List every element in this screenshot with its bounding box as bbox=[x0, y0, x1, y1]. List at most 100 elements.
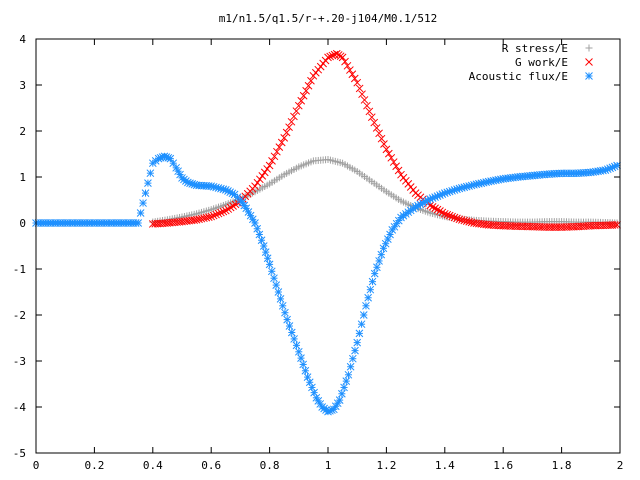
acoustic-flux-point bbox=[368, 277, 377, 286]
acoustic-flux-point bbox=[276, 295, 285, 303]
g-work-point bbox=[467, 218, 476, 227]
g-work-point bbox=[377, 134, 386, 143]
y-tick-label: -5 bbox=[13, 447, 26, 460]
g-work-point bbox=[338, 53, 347, 62]
g-work-point bbox=[297, 96, 306, 105]
acoustic-flux-point bbox=[146, 169, 155, 178]
g-work-point bbox=[436, 207, 444, 215]
g-work-point bbox=[363, 101, 371, 110]
g-work-point bbox=[343, 61, 352, 70]
g-work-point bbox=[465, 217, 473, 226]
g-work-point bbox=[214, 209, 223, 218]
acoustic-flux-point bbox=[373, 263, 381, 272]
x-tick-label: 0.2 bbox=[84, 459, 104, 472]
acoustic-flux-point bbox=[348, 354, 357, 363]
g-work-point bbox=[287, 117, 296, 126]
g-work-point bbox=[200, 214, 208, 223]
x-tick-label: 1.2 bbox=[376, 459, 396, 472]
x-tick-label: 1.6 bbox=[493, 459, 513, 472]
g-work-point bbox=[384, 149, 393, 158]
acoustic-flux-point bbox=[263, 254, 272, 263]
acoustic-flux-point bbox=[272, 281, 281, 289]
acoustic-flux-point bbox=[141, 189, 150, 197]
g-work-point bbox=[460, 216, 469, 225]
g-work-point bbox=[290, 112, 298, 121]
y-tick-label: -2 bbox=[13, 309, 26, 322]
g-work-point bbox=[204, 213, 213, 221]
g-work-point bbox=[448, 212, 456, 221]
acoustic-flux-point bbox=[259, 242, 268, 250]
x-tick-label: 1.4 bbox=[435, 459, 455, 472]
acoustic-flux-point bbox=[351, 346, 359, 355]
g-work-point bbox=[256, 175, 264, 184]
g-work-point bbox=[270, 152, 279, 161]
g-work-point bbox=[260, 168, 269, 177]
g-work-point bbox=[336, 52, 345, 61]
g-work-point bbox=[207, 212, 216, 221]
g-work-point bbox=[433, 205, 442, 214]
g-work-point bbox=[292, 107, 301, 115]
legend-label: R stress/E bbox=[502, 42, 568, 55]
acoustic-flux-point bbox=[375, 257, 383, 265]
g-work-point bbox=[382, 145, 391, 154]
g-work-point bbox=[197, 214, 206, 223]
g-work-point bbox=[304, 81, 313, 90]
plot-area bbox=[32, 49, 621, 416]
acoustic-flux-point bbox=[613, 161, 621, 170]
g-work-point bbox=[372, 124, 381, 132]
g-work-point bbox=[212, 210, 220, 219]
g-work-point bbox=[380, 140, 388, 148]
acoustic-flux-point bbox=[344, 370, 353, 379]
g-work-point bbox=[455, 215, 464, 224]
g-work-point bbox=[353, 78, 362, 87]
acoustic-flux-point bbox=[134, 219, 143, 227]
g-work-point bbox=[294, 101, 303, 110]
acoustic-flux-point bbox=[270, 274, 278, 283]
acoustic-flux-point bbox=[342, 377, 351, 385]
g-work-point bbox=[273, 147, 281, 156]
g-work-point bbox=[328, 51, 337, 60]
g-work-point bbox=[360, 96, 369, 104]
x-tick-label: 1 bbox=[325, 459, 332, 472]
x-tick-label: 0.8 bbox=[260, 459, 280, 472]
acoustic-flux-point bbox=[370, 269, 379, 278]
acoustic-flux-point bbox=[281, 308, 289, 317]
g-work-point bbox=[358, 90, 366, 99]
g-work-point bbox=[389, 158, 398, 166]
y-tick-label: 0 bbox=[19, 217, 26, 230]
g-work-point bbox=[307, 76, 315, 85]
acoustic-flux-point bbox=[261, 248, 270, 256]
g-work-point bbox=[280, 134, 289, 142]
acoustic-flux-point bbox=[274, 288, 283, 296]
g-work-point bbox=[392, 162, 400, 171]
g-work-point bbox=[258, 171, 267, 180]
acoustic-flux-point bbox=[139, 199, 147, 207]
acoustic-flux-point bbox=[166, 154, 175, 163]
g-work-point bbox=[438, 208, 447, 217]
g-work-point bbox=[348, 70, 357, 79]
g-work-point bbox=[457, 216, 466, 224]
g-work-point bbox=[387, 153, 396, 162]
g-work-point bbox=[219, 207, 228, 216]
acoustic-flux-point bbox=[283, 315, 291, 324]
g-work-point bbox=[285, 123, 293, 132]
g-work-point bbox=[192, 215, 201, 224]
g-work-point bbox=[428, 203, 437, 211]
y-tick-label: 1 bbox=[19, 171, 26, 184]
g-work-point bbox=[613, 220, 621, 229]
legend-label: Acoustic flux/E bbox=[469, 70, 568, 83]
g-work-point bbox=[341, 57, 349, 66]
acoustic-flux-point bbox=[364, 293, 373, 302]
legend-marker bbox=[585, 72, 593, 80]
g-work-point bbox=[450, 213, 459, 222]
g-work-point bbox=[350, 74, 359, 83]
y-tick-label: 2 bbox=[19, 125, 26, 138]
acoustic-flux-point bbox=[362, 301, 370, 310]
acoustic-flux-point bbox=[301, 366, 310, 375]
g-work-point bbox=[375, 129, 383, 138]
g-work-point bbox=[268, 157, 276, 165]
g-work-point bbox=[334, 51, 343, 59]
acoustic-flux-point bbox=[359, 311, 368, 319]
g-work-point bbox=[282, 128, 291, 137]
